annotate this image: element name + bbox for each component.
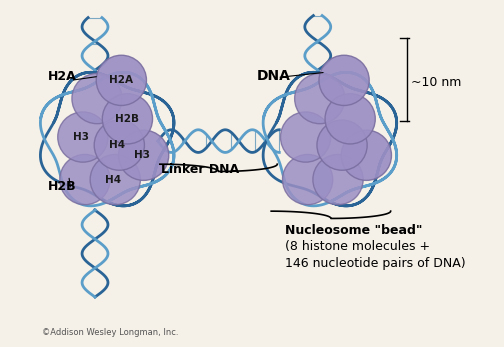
Circle shape bbox=[313, 154, 363, 205]
Text: H2A: H2A bbox=[48, 70, 77, 83]
Circle shape bbox=[94, 120, 145, 170]
Circle shape bbox=[341, 130, 392, 180]
Text: Linker DNA: Linker DNA bbox=[161, 163, 239, 177]
Text: ©Addison Wesley Longman, Inc.: ©Addison Wesley Longman, Inc. bbox=[42, 329, 179, 338]
Circle shape bbox=[102, 94, 153, 144]
Circle shape bbox=[283, 154, 333, 205]
Circle shape bbox=[60, 154, 110, 205]
Text: H2A: H2A bbox=[109, 75, 134, 85]
Circle shape bbox=[281, 112, 331, 162]
Text: H4: H4 bbox=[109, 140, 125, 150]
Text: H3: H3 bbox=[73, 132, 89, 142]
Text: H3: H3 bbox=[134, 150, 150, 160]
Circle shape bbox=[317, 120, 367, 170]
Text: H4: H4 bbox=[105, 175, 121, 185]
Circle shape bbox=[118, 130, 169, 180]
Text: 146 nucleotide pairs of DNA): 146 nucleotide pairs of DNA) bbox=[285, 257, 466, 270]
Circle shape bbox=[90, 154, 141, 205]
Circle shape bbox=[295, 74, 345, 124]
Text: H2B: H2B bbox=[115, 114, 140, 124]
Circle shape bbox=[96, 55, 147, 105]
Text: DNA: DNA bbox=[257, 69, 291, 83]
Text: ~10 nm: ~10 nm bbox=[411, 76, 461, 89]
Text: (8 histone molecules +: (8 histone molecules + bbox=[285, 240, 430, 253]
Circle shape bbox=[58, 112, 108, 162]
Text: H2B: H2B bbox=[48, 180, 76, 193]
Circle shape bbox=[72, 74, 122, 124]
Circle shape bbox=[319, 55, 369, 105]
Text: Nucleosome "bead": Nucleosome "bead" bbox=[285, 224, 423, 237]
Circle shape bbox=[325, 94, 375, 144]
